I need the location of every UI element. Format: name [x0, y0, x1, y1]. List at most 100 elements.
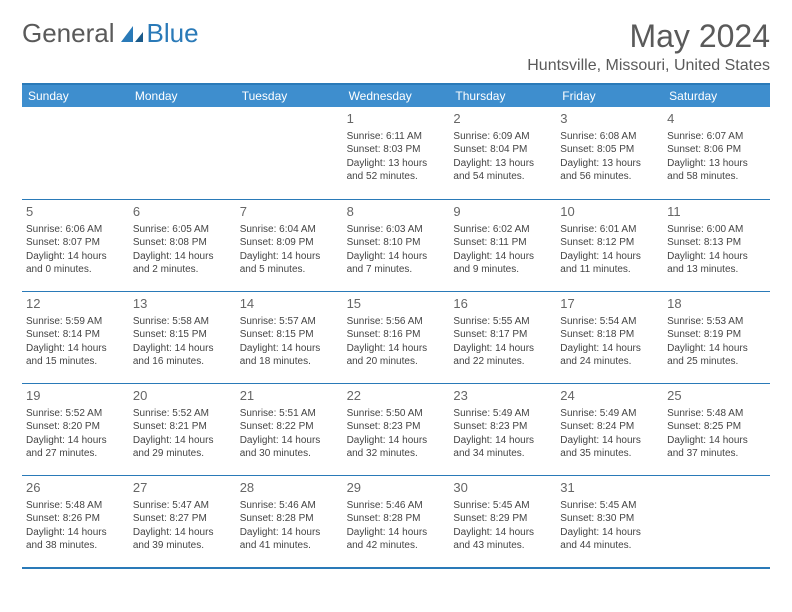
cell-daylight1: Daylight: 14 hours: [347, 342, 446, 356]
day-number: 25: [667, 387, 766, 405]
cell-sunrise: Sunrise: 6:04 AM: [240, 223, 339, 237]
day-cell: 11Sunrise: 6:00 AMSunset: 8:13 PMDayligh…: [663, 200, 770, 291]
day-number: 26: [26, 479, 125, 497]
cell-sunrise: Sunrise: 5:52 AM: [26, 407, 125, 421]
cell-daylight2: and 13 minutes.: [667, 263, 766, 277]
cell-daylight2: and 38 minutes.: [26, 539, 125, 553]
day-cell: 27Sunrise: 5:47 AMSunset: 8:27 PMDayligh…: [129, 476, 236, 567]
day-cell: 10Sunrise: 6:01 AMSunset: 8:12 PMDayligh…: [556, 200, 663, 291]
day-number: 18: [667, 295, 766, 313]
cell-daylight2: and 25 minutes.: [667, 355, 766, 369]
day-number: 21: [240, 387, 339, 405]
day-number: 31: [560, 479, 659, 497]
page-header: General Blue May 2024 Huntsville, Missou…: [22, 18, 770, 75]
day-number: 17: [560, 295, 659, 313]
day-number: 7: [240, 203, 339, 221]
cell-sunrise: Sunrise: 6:09 AM: [453, 130, 552, 144]
cell-sunrise: Sunrise: 5:48 AM: [26, 499, 125, 513]
cell-daylight1: Daylight: 14 hours: [133, 250, 232, 264]
cell-daylight1: Daylight: 14 hours: [347, 250, 446, 264]
day-cell: 4Sunrise: 6:07 AMSunset: 8:06 PMDaylight…: [663, 107, 770, 199]
day-cell: 2Sunrise: 6:09 AMSunset: 8:04 PMDaylight…: [449, 107, 556, 199]
day-number: 16: [453, 295, 552, 313]
cell-daylight2: and 20 minutes.: [347, 355, 446, 369]
cell-sunrise: Sunrise: 5:45 AM: [560, 499, 659, 513]
day-cell: [22, 107, 129, 199]
day-cell: 18Sunrise: 5:53 AMSunset: 8:19 PMDayligh…: [663, 292, 770, 383]
logo-sail-icon: [119, 24, 145, 44]
location-text: Huntsville, Missouri, United States: [527, 57, 770, 75]
cell-sunrise: Sunrise: 5:59 AM: [26, 315, 125, 329]
cell-sunrise: Sunrise: 5:58 AM: [133, 315, 232, 329]
day-header: Sunday: [22, 85, 129, 107]
day-cell: 15Sunrise: 5:56 AMSunset: 8:16 PMDayligh…: [343, 292, 450, 383]
cell-daylight1: Daylight: 14 hours: [26, 434, 125, 448]
cell-sunrise: Sunrise: 6:06 AM: [26, 223, 125, 237]
day-header: Saturday: [663, 85, 770, 107]
day-cell: 5Sunrise: 6:06 AMSunset: 8:07 PMDaylight…: [22, 200, 129, 291]
cell-sunrise: Sunrise: 6:08 AM: [560, 130, 659, 144]
cell-daylight1: Daylight: 13 hours: [453, 157, 552, 171]
day-cell: 19Sunrise: 5:52 AMSunset: 8:20 PMDayligh…: [22, 384, 129, 475]
cell-sunrise: Sunrise: 5:54 AM: [560, 315, 659, 329]
day-number: 4: [667, 110, 766, 128]
cell-sunset: Sunset: 8:19 PM: [667, 328, 766, 342]
cell-sunrise: Sunrise: 5:49 AM: [560, 407, 659, 421]
cell-daylight1: Daylight: 14 hours: [347, 526, 446, 540]
day-cell: 6Sunrise: 6:05 AMSunset: 8:08 PMDaylight…: [129, 200, 236, 291]
cell-daylight1: Daylight: 14 hours: [560, 526, 659, 540]
cell-daylight2: and 58 minutes.: [667, 170, 766, 184]
cell-daylight2: and 2 minutes.: [133, 263, 232, 277]
cell-daylight2: and 15 minutes.: [26, 355, 125, 369]
cell-daylight1: Daylight: 14 hours: [560, 342, 659, 356]
cell-daylight1: Daylight: 14 hours: [667, 250, 766, 264]
day-number: 8: [347, 203, 446, 221]
cell-sunset: Sunset: 8:22 PM: [240, 420, 339, 434]
cell-daylight2: and 35 minutes.: [560, 447, 659, 461]
cell-daylight1: Daylight: 13 hours: [347, 157, 446, 171]
day-number: 24: [560, 387, 659, 405]
title-block: May 2024 Huntsville, Missouri, United St…: [527, 18, 770, 75]
day-cell: [663, 476, 770, 567]
cell-daylight1: Daylight: 14 hours: [453, 342, 552, 356]
day-cell: 25Sunrise: 5:48 AMSunset: 8:25 PMDayligh…: [663, 384, 770, 475]
cell-daylight2: and 37 minutes.: [667, 447, 766, 461]
cell-sunrise: Sunrise: 5:49 AM: [453, 407, 552, 421]
cell-sunset: Sunset: 8:28 PM: [240, 512, 339, 526]
day-number: 10: [560, 203, 659, 221]
day-number: 29: [347, 479, 446, 497]
cell-sunset: Sunset: 8:04 PM: [453, 143, 552, 157]
cell-daylight2: and 5 minutes.: [240, 263, 339, 277]
cell-sunrise: Sunrise: 5:46 AM: [347, 499, 446, 513]
day-cell: 23Sunrise: 5:49 AMSunset: 8:23 PMDayligh…: [449, 384, 556, 475]
cell-sunrise: Sunrise: 6:05 AM: [133, 223, 232, 237]
cell-daylight1: Daylight: 13 hours: [667, 157, 766, 171]
cell-daylight2: and 22 minutes.: [453, 355, 552, 369]
day-headers-row: SundayMondayTuesdayWednesdayThursdayFrid…: [22, 85, 770, 107]
cell-sunrise: Sunrise: 6:00 AM: [667, 223, 766, 237]
cell-daylight1: Daylight: 14 hours: [240, 342, 339, 356]
cell-sunrise: Sunrise: 5:47 AM: [133, 499, 232, 513]
weeks-container: 1Sunrise: 6:11 AMSunset: 8:03 PMDaylight…: [22, 107, 770, 567]
cell-sunset: Sunset: 8:26 PM: [26, 512, 125, 526]
cell-sunset: Sunset: 8:23 PM: [347, 420, 446, 434]
cell-sunset: Sunset: 8:15 PM: [240, 328, 339, 342]
cell-sunrise: Sunrise: 5:46 AM: [240, 499, 339, 513]
cell-sunset: Sunset: 8:20 PM: [26, 420, 125, 434]
cell-daylight1: Daylight: 14 hours: [133, 434, 232, 448]
cell-sunrise: Sunrise: 6:01 AM: [560, 223, 659, 237]
day-cell: 22Sunrise: 5:50 AMSunset: 8:23 PMDayligh…: [343, 384, 450, 475]
day-number: 3: [560, 110, 659, 128]
cell-daylight2: and 18 minutes.: [240, 355, 339, 369]
week-row: 12Sunrise: 5:59 AMSunset: 8:14 PMDayligh…: [22, 291, 770, 383]
day-cell: 16Sunrise: 5:55 AMSunset: 8:17 PMDayligh…: [449, 292, 556, 383]
day-number: 20: [133, 387, 232, 405]
cell-daylight1: Daylight: 14 hours: [240, 434, 339, 448]
day-cell: 13Sunrise: 5:58 AMSunset: 8:15 PMDayligh…: [129, 292, 236, 383]
cell-daylight1: Daylight: 14 hours: [240, 250, 339, 264]
cell-sunrise: Sunrise: 6:03 AM: [347, 223, 446, 237]
cell-daylight1: Daylight: 14 hours: [560, 434, 659, 448]
cell-daylight2: and 39 minutes.: [133, 539, 232, 553]
day-number: 28: [240, 479, 339, 497]
day-cell: 29Sunrise: 5:46 AMSunset: 8:28 PMDayligh…: [343, 476, 450, 567]
